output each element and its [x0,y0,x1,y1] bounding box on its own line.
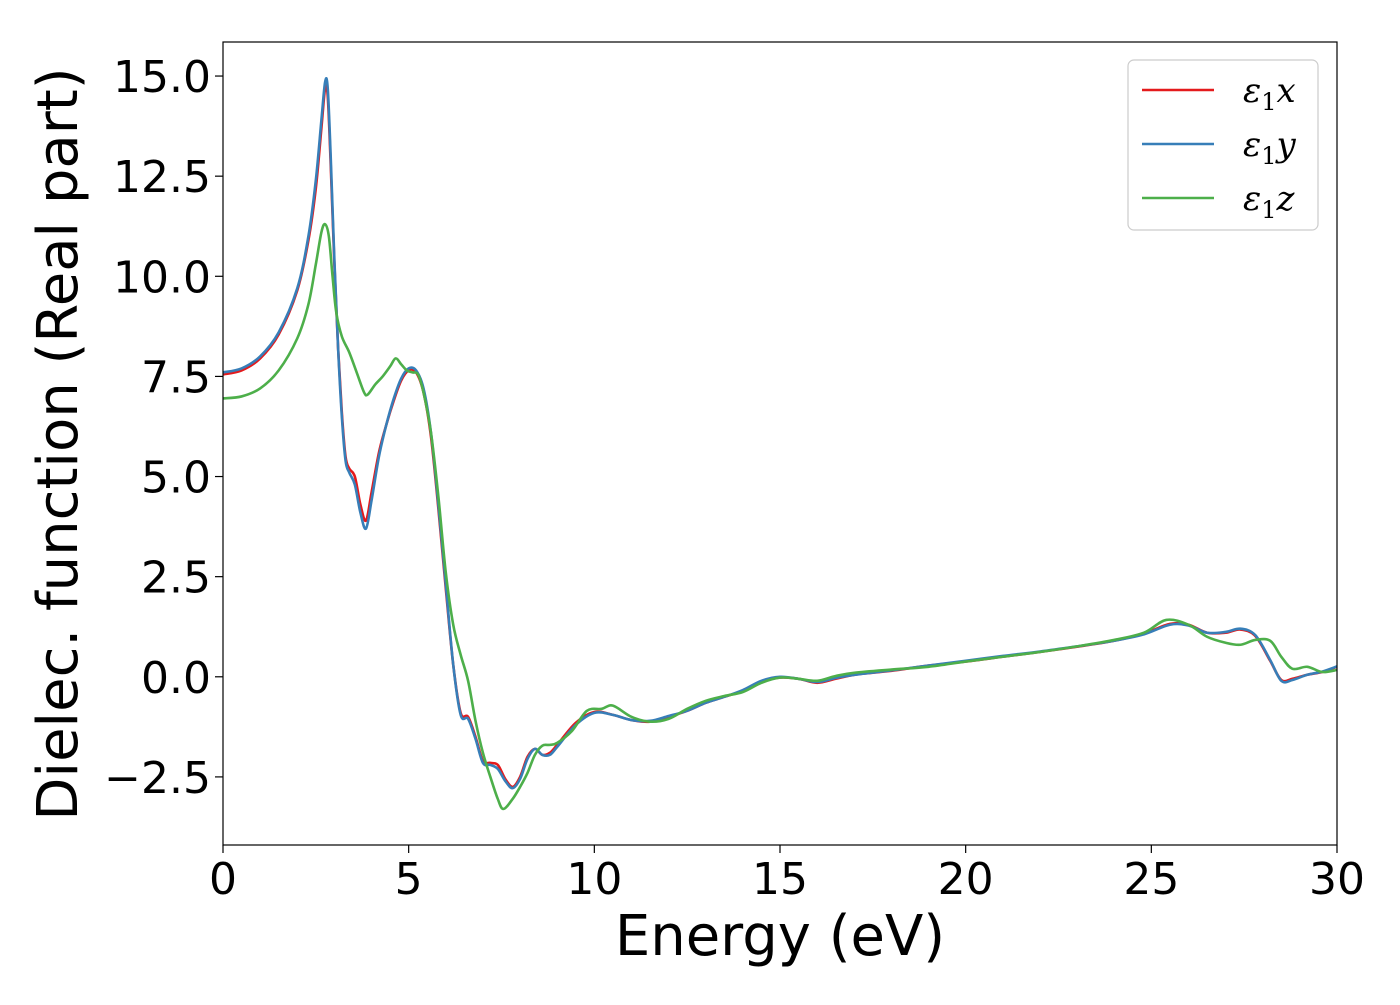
legend-label-z: ε1z [1243,179,1296,224]
y-tick-label: 12.5 [113,152,211,203]
legend-subscript: 1 [1261,88,1276,116]
y-tick-label: −2.5 [104,753,211,804]
legend-main: ε [1243,71,1261,111]
legend-suffix: x [1277,71,1296,111]
x-axis-title: Energy (eV) [615,904,945,969]
y-tick-label: 2.5 [141,553,211,604]
series-line-z [223,222,1337,811]
x-axis-ticks: 0 5 10 15 20 25 30 [209,845,1365,905]
legend-subscript: 1 [1261,142,1276,170]
x-tick-label: 20 [938,854,994,905]
legend-main: ε [1243,125,1261,165]
x-tick-label: 0 [209,854,237,905]
y-tick-label: 15.0 [113,52,211,103]
legend-suffix: z [1276,179,1296,219]
y-tick-label: 7.5 [141,352,211,403]
y-tick-label: 5.0 [141,453,211,504]
series-layer [223,77,1337,811]
legend-subscript: 1 [1261,196,1276,224]
y-tick-label: 0.0 [141,653,211,704]
x-tick-label: 15 [752,854,808,905]
legend-box [1127,59,1319,231]
y-tick-label: 10.0 [113,252,211,303]
legend-label-x: ε1x [1243,71,1296,116]
legend-label-y: ε1y [1243,125,1297,170]
y-axis-ticks: −2.5 0.0 2.5 5.0 7.5 10.0 12.5 15.0 [104,52,223,804]
x-tick-label: 25 [1123,854,1179,905]
x-tick-label: 10 [566,854,622,905]
legend-main: ε [1243,179,1261,219]
x-tick-label: 30 [1309,854,1365,905]
x-tick-label: 5 [395,854,423,905]
y-axis-title: Dielec. function (Real part) [26,67,91,820]
legend-suffix: y [1275,125,1297,165]
